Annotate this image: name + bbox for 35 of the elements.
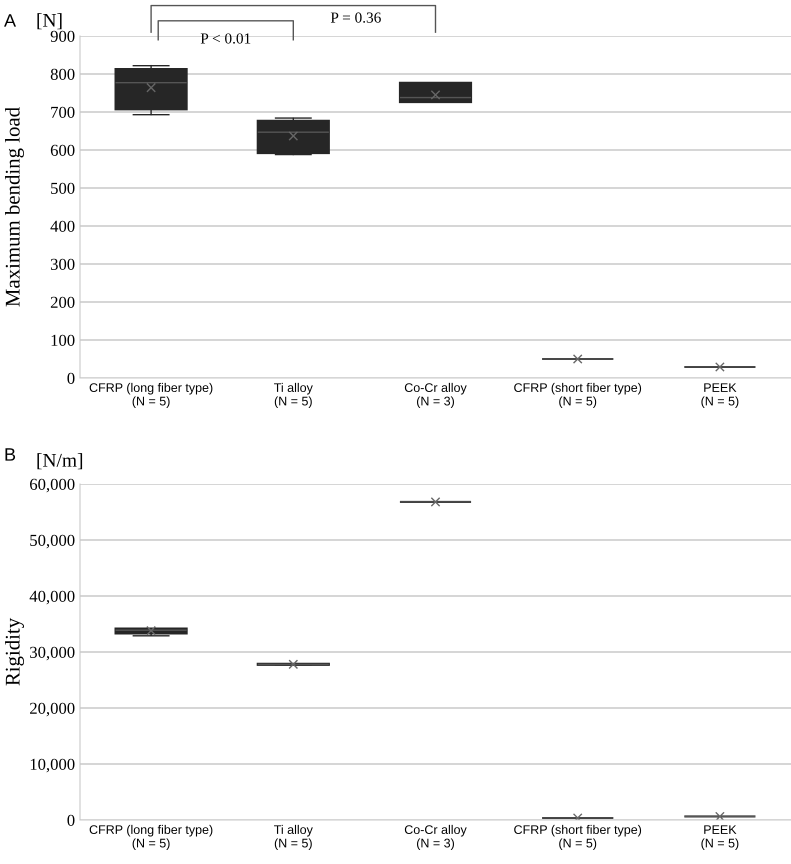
y-tick-label: 0 xyxy=(67,372,75,384)
y-tick-label: 20,000 xyxy=(30,702,75,716)
y-tick-label: 50,000 xyxy=(30,534,75,548)
x-tick-label: Co-Cr alloy (N = 3) xyxy=(404,382,467,408)
x-tick-label: Ti alloy (N = 5) xyxy=(274,824,313,850)
y-tick-label: 10,000 xyxy=(30,758,75,772)
x-tick-label: CFRP (long fiber type) (N = 5) xyxy=(90,824,212,850)
y-tick-label: 300 xyxy=(50,258,75,270)
y-axis-title: Maximum bending load xyxy=(5,107,24,307)
chart-title: A xyxy=(4,14,16,27)
text: [N] xyxy=(37,13,62,30)
x-tick-label: CFRP (short fiber type) (N = 5) xyxy=(514,824,642,850)
y-tick-label: 0 xyxy=(67,814,75,826)
y-tick-label: 60,000 xyxy=(30,478,75,492)
y-tick-label: 40,000 xyxy=(30,590,75,604)
x-tick-label: CFRP (short fiber type) (N = 5) xyxy=(514,382,642,408)
y-tick-label: 200 xyxy=(50,296,75,308)
y-tick-label: 30,000 xyxy=(30,646,75,660)
chart-title: B xyxy=(5,448,16,461)
y-tick-label: 800 xyxy=(50,68,75,80)
x-tick-label: Co-Cr alloy (N = 3) xyxy=(404,824,467,850)
y-tick-label: 900 xyxy=(50,30,75,42)
y-tick-label: 600 xyxy=(50,144,75,156)
x-tick-label: CFRP (long fiber type) (N = 5) xyxy=(90,382,212,408)
y-tick-label: 400 xyxy=(50,220,75,232)
x-tick-label: PEEK (N = 5) xyxy=(701,825,738,850)
annotation: P < 0.01 xyxy=(200,33,250,44)
x-tick-label: PEEK (N = 5) xyxy=(701,383,738,408)
y-axis-title: Rigidity xyxy=(5,618,24,686)
y-tick-label: 500 xyxy=(51,182,75,194)
y-tick-label: 100 xyxy=(52,334,75,346)
text: P = 0.36 xyxy=(330,12,381,23)
x-tick-label: Ti alloy (N = 5) xyxy=(274,382,313,408)
y-tick-label: 700 xyxy=(51,106,75,118)
text: [N/m] xyxy=(37,453,82,470)
